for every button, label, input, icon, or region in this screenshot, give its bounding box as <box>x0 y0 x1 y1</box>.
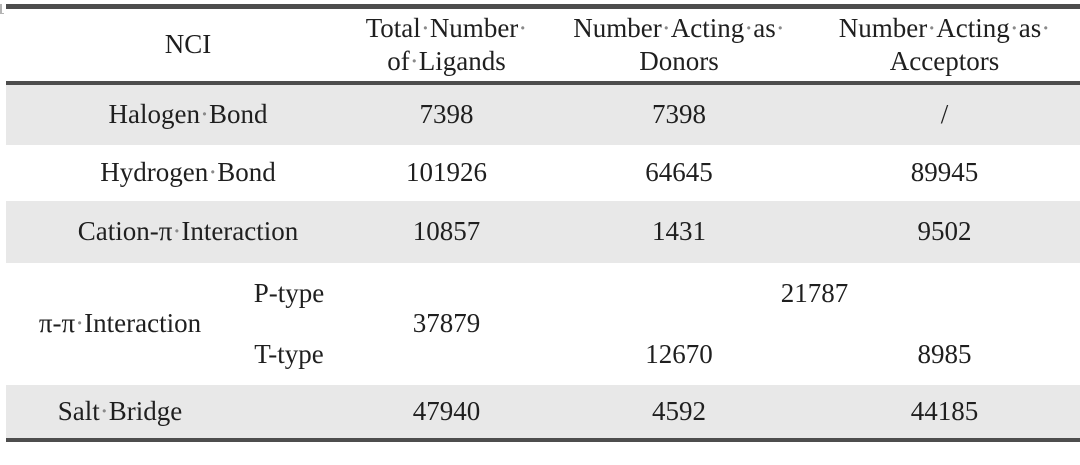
header-total-line1: Total·Number· <box>365 12 528 43</box>
cell-hydrogen-acceptors[interactable]: 89945 <box>910 157 979 187</box>
header-nci[interactable]: NCI <box>6 6 344 85</box>
row-salt-bridge: Salt·Bridge 47940 4592 44185 <box>6 384 1080 440</box>
cell-salt-label[interactable]: Salt·Bridge <box>6 384 234 440</box>
cell-halogen-total[interactable]: 7398 <box>344 82 549 145</box>
header-acceptors[interactable]: Number·Acting·as· Acceptors <box>809 6 1080 85</box>
header-donors-line1: Number·Acting·as· <box>573 12 785 43</box>
cell-pi-pi-ptype-combined[interactable]: 21787 <box>780 277 849 308</box>
cell-salt-donors[interactable]: 4592 <box>549 384 809 440</box>
row-pi-pi-t-type: T-type 12670 8985 <box>6 324 1080 385</box>
row-halogen-bond: Halogen·Bond 7398 7398 / <box>6 82 1080 145</box>
cell-cation-pi-donors[interactable]: 1431 <box>549 200 809 263</box>
cell-pi-pi-ptype-label[interactable]: P-type <box>253 277 325 308</box>
cell-hydrogen-donors[interactable]: 64645 <box>645 157 713 187</box>
cell-salt-total[interactable]: 47940 <box>344 384 549 440</box>
page-corner-mark <box>0 4 4 14</box>
header-nci-label: NCI <box>164 29 212 60</box>
row-cation-pi: Cation-π·Interaction 10857 1431 9502 <box>6 200 1080 263</box>
cell-pi-pi-ttype-acceptors[interactable]: 8985 <box>917 338 972 369</box>
cell-halogen-donors[interactable]: 7398 <box>549 82 809 145</box>
header-donors[interactable]: Number·Acting·as· Donors <box>549 6 809 85</box>
cell-hydrogen-total[interactable]: 101926 <box>406 157 487 187</box>
header-total-line2: of·Ligands <box>387 45 506 76</box>
cell-cation-pi-label[interactable]: Cation-π·Interaction <box>6 200 344 263</box>
cell-hydrogen-label[interactable]: Hydrogen·Bond <box>100 157 276 187</box>
cell-halogen-label[interactable]: Halogen·Bond <box>6 82 344 145</box>
header-acceptors-line2: Acceptors <box>889 45 1000 76</box>
header-acceptors-line1: Number·Acting·as· <box>838 12 1051 43</box>
cell-pi-pi-ttype-label[interactable]: T-type <box>254 338 324 369</box>
document-page: NCI Total·Number· of·Ligands Number·Acti… <box>0 4 1080 442</box>
header-row: NCI Total·Number· of·Ligands Number·Acti… <box>6 6 1080 85</box>
nci-table: NCI Total·Number· of·Ligands Number·Acti… <box>6 4 1080 442</box>
row-pi-pi-p-type: π-π·Interaction P-type 37879 21787 <box>6 263 1080 339</box>
header-total-ligands[interactable]: Total·Number· of·Ligands <box>344 6 549 85</box>
cell-salt-acceptors[interactable]: 44185 <box>809 384 1080 440</box>
cell-salt-empty[interactable] <box>234 384 344 440</box>
cell-cation-pi-acceptors[interactable]: 9502 <box>809 200 1080 263</box>
header-donors-line2: Donors <box>639 45 719 76</box>
cell-pi-pi-total[interactable]: 37879 <box>412 308 481 338</box>
cell-pi-pi-ttype-donors[interactable]: 12670 <box>645 338 713 369</box>
cell-pi-pi-label[interactable]: π-π·Interaction <box>38 308 202 338</box>
cell-cation-pi-total[interactable]: 10857 <box>344 200 549 263</box>
cell-halogen-acceptors[interactable]: / <box>809 82 1080 145</box>
row-hydrogen-bond: Hydrogen·Bond 101926 64645 89945 <box>6 145 1080 201</box>
